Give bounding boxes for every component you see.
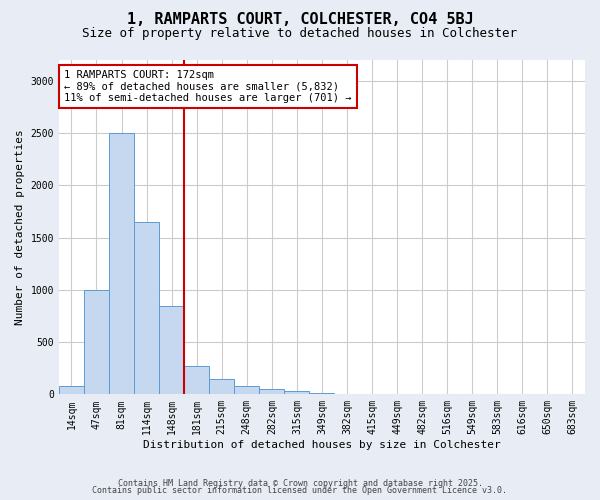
Bar (259, 389, 284, 394)
X-axis label: Distribution of detached houses by size in Colchester: Distribution of detached houses by size … (143, 440, 501, 450)
Text: Size of property relative to detached houses in Colchester: Size of property relative to detached ho… (83, 28, 517, 40)
Text: 1 RAMPARTS COURT: 172sqm
← 89% of detached houses are smaller (5,832)
11% of sem: 1 RAMPARTS COURT: 172sqm ← 89% of detach… (64, 70, 352, 103)
Bar (59, 386, 84, 394)
Bar (109, 133, 134, 394)
Text: Contains HM Land Registry data © Crown copyright and database right 2025.: Contains HM Land Registry data © Crown c… (118, 478, 482, 488)
Text: Contains public sector information licensed under the Open Government Licence v3: Contains public sector information licen… (92, 486, 508, 495)
Bar (184, 366, 209, 394)
Bar (159, 306, 184, 394)
Bar (209, 378, 234, 394)
Y-axis label: Number of detached properties: Number of detached properties (15, 130, 25, 325)
Text: 1, RAMPARTS COURT, COLCHESTER, CO4 5BJ: 1, RAMPARTS COURT, COLCHESTER, CO4 5BJ (127, 12, 473, 28)
Bar (134, 222, 159, 394)
Bar (234, 386, 259, 394)
Bar (84, 290, 109, 395)
Bar (284, 391, 310, 394)
